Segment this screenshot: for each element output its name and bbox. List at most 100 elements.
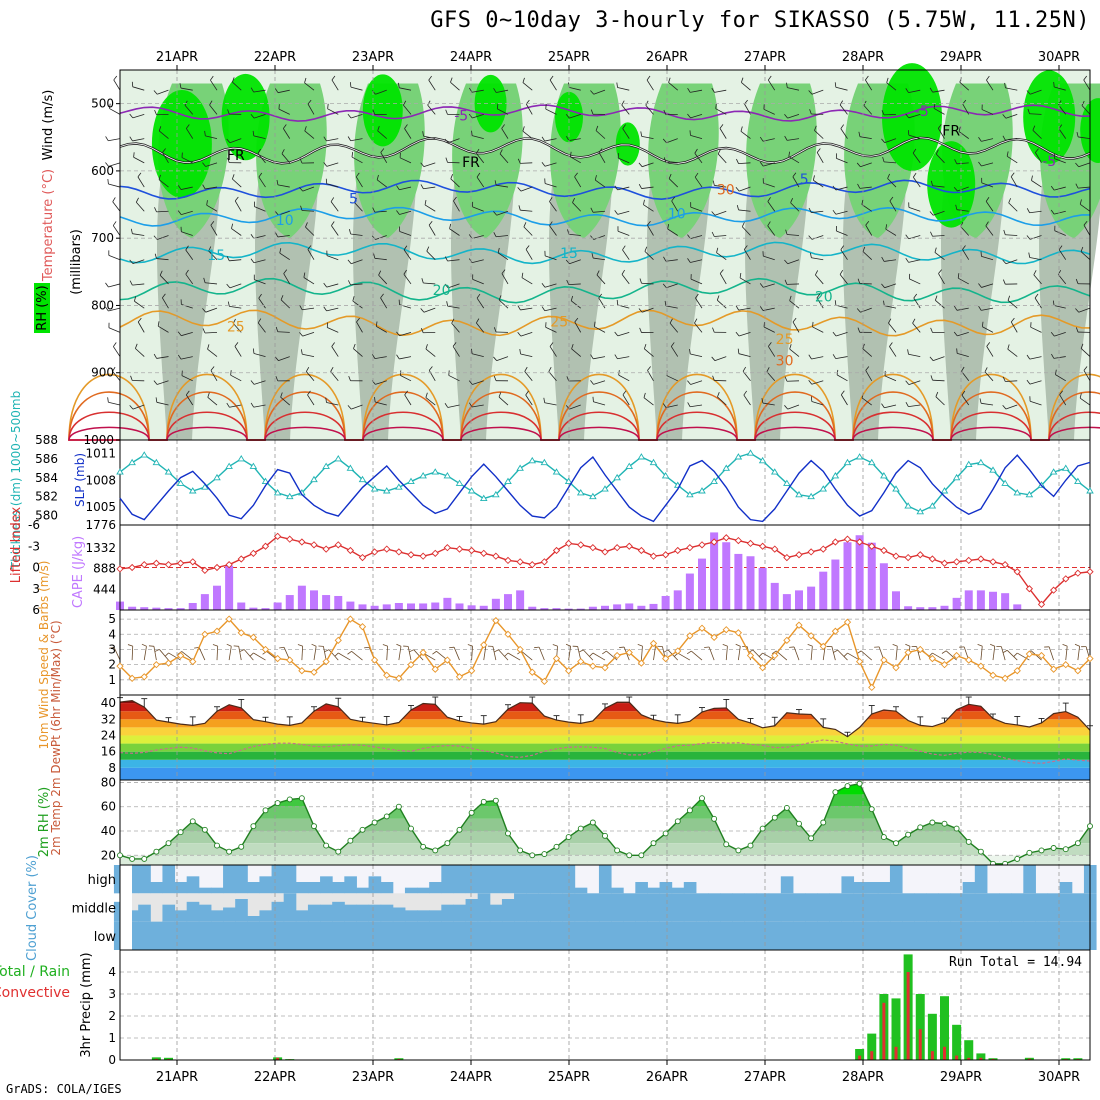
wind-barb [108, 307, 121, 312]
cloud-cell [453, 921, 467, 950]
cloud-left-gap [120, 865, 132, 950]
cloud-cell [986, 921, 1000, 950]
rh-base-fill [120, 855, 1090, 865]
wind-barb [668, 82, 679, 91]
thickness-point [395, 483, 403, 490]
wind-barb [205, 307, 218, 313]
wind-barb [596, 274, 606, 285]
wind-barb [763, 162, 775, 167]
wind-barb-flag [518, 205, 521, 211]
wind-barb-flag [759, 306, 764, 311]
cape-top-tick-label: 1776 [85, 518, 116, 532]
rh2m-point [929, 819, 936, 826]
cape-bar [807, 586, 816, 610]
wind-barb [258, 298, 266, 309]
surface-wind-barb [328, 649, 339, 661]
wind-barb [884, 283, 897, 289]
thickness-point [492, 490, 500, 498]
wind-speed-point [407, 661, 415, 669]
cape-bar [928, 607, 937, 610]
wind-barb [1005, 380, 1018, 382]
wind-barb [137, 321, 145, 333]
wind-speed-point [819, 642, 827, 651]
thickness-point [831, 472, 840, 479]
wind-barb-flag [792, 172, 797, 177]
wind-barb [210, 224, 218, 236]
wind-barb [326, 402, 339, 406]
wind-speed-point [1025, 650, 1034, 658]
wind-barb-flag [1058, 245, 1063, 250]
cape-bar [952, 597, 961, 610]
wind-barb [399, 210, 412, 215]
wind-barb-flag [1051, 353, 1055, 359]
slp-tick-label: 1005 [85, 500, 116, 514]
wind-barb [690, 259, 703, 263]
ylabel-lifted-index: Lifted Index [9, 506, 24, 583]
surface-wind-barb-flag [504, 652, 509, 657]
wind-barb [932, 185, 945, 188]
wind-barb-flag [930, 180, 933, 186]
wind-barb [981, 402, 994, 406]
cape-bar [976, 590, 985, 610]
wind-barb-flag [541, 136, 546, 142]
wind-speed-point [1001, 674, 1009, 682]
wind-barb [404, 128, 412, 139]
cloud-cell [489, 865, 503, 894]
temp-band [120, 735, 1090, 744]
thickness-point [188, 487, 197, 494]
wind-barb-flag [670, 342, 675, 347]
cape-bar [407, 603, 415, 610]
wind-barb-flag [493, 327, 497, 333]
wind-barb-flag [590, 109, 594, 115]
wind-barb [450, 178, 460, 188]
wind-speed-point [892, 664, 900, 672]
thickness-point [722, 464, 731, 471]
wind-barb-flag [522, 77, 525, 83]
wind-barb [277, 331, 290, 333]
wind-barb [981, 182, 994, 188]
date-label-top: 21APR [156, 50, 198, 65]
wind-barb [278, 210, 290, 216]
wind-tick-label: 4 [108, 627, 116, 641]
wind-barb [280, 299, 291, 309]
wind-barb-flag [643, 199, 645, 205]
contour-label: FR [227, 148, 245, 164]
wind-barb-flag [153, 380, 158, 385]
wind-barb [1035, 152, 1042, 164]
wind-barb-flag [446, 301, 449, 307]
cloud-cell [174, 882, 188, 894]
wind-barb [961, 394, 970, 406]
wind-barb [305, 226, 315, 236]
wind-barb [277, 235, 290, 238]
wind-barb-flag [861, 199, 864, 205]
cloud-cell [756, 893, 770, 922]
precip-convective-bar [154, 1058, 158, 1060]
wind-barb [448, 283, 460, 289]
wind-barb [714, 89, 727, 93]
wind-barb-flag [907, 349, 909, 355]
wind-barb [959, 81, 970, 91]
thickness-point [237, 455, 246, 462]
thickness-point [892, 485, 900, 492]
wind-barb-flag [517, 158, 521, 164]
cape-bar [964, 590, 973, 610]
wind-barb [1078, 162, 1091, 168]
wind-barb-flag [1003, 229, 1006, 235]
wind-barb-flag [645, 100, 649, 106]
precip-convective-bar [276, 1057, 280, 1060]
wind-barb [108, 162, 121, 167]
cloud-cell [526, 921, 539, 950]
wind-barb-flag [832, 331, 837, 337]
wind-barb [472, 380, 484, 385]
wind-barb [1083, 370, 1091, 382]
wind-speed-point [370, 656, 379, 664]
cape-bar [819, 571, 828, 610]
wind-barb [617, 87, 630, 91]
wind-speed-point [322, 657, 330, 666]
wind-barb-flag [816, 148, 821, 153]
wind-barb-flag [356, 317, 360, 323]
wind-speed-point [1013, 667, 1021, 675]
wind-barb-flag [206, 200, 208, 206]
wind-barb [594, 326, 606, 333]
thickness-point [1049, 468, 1058, 475]
